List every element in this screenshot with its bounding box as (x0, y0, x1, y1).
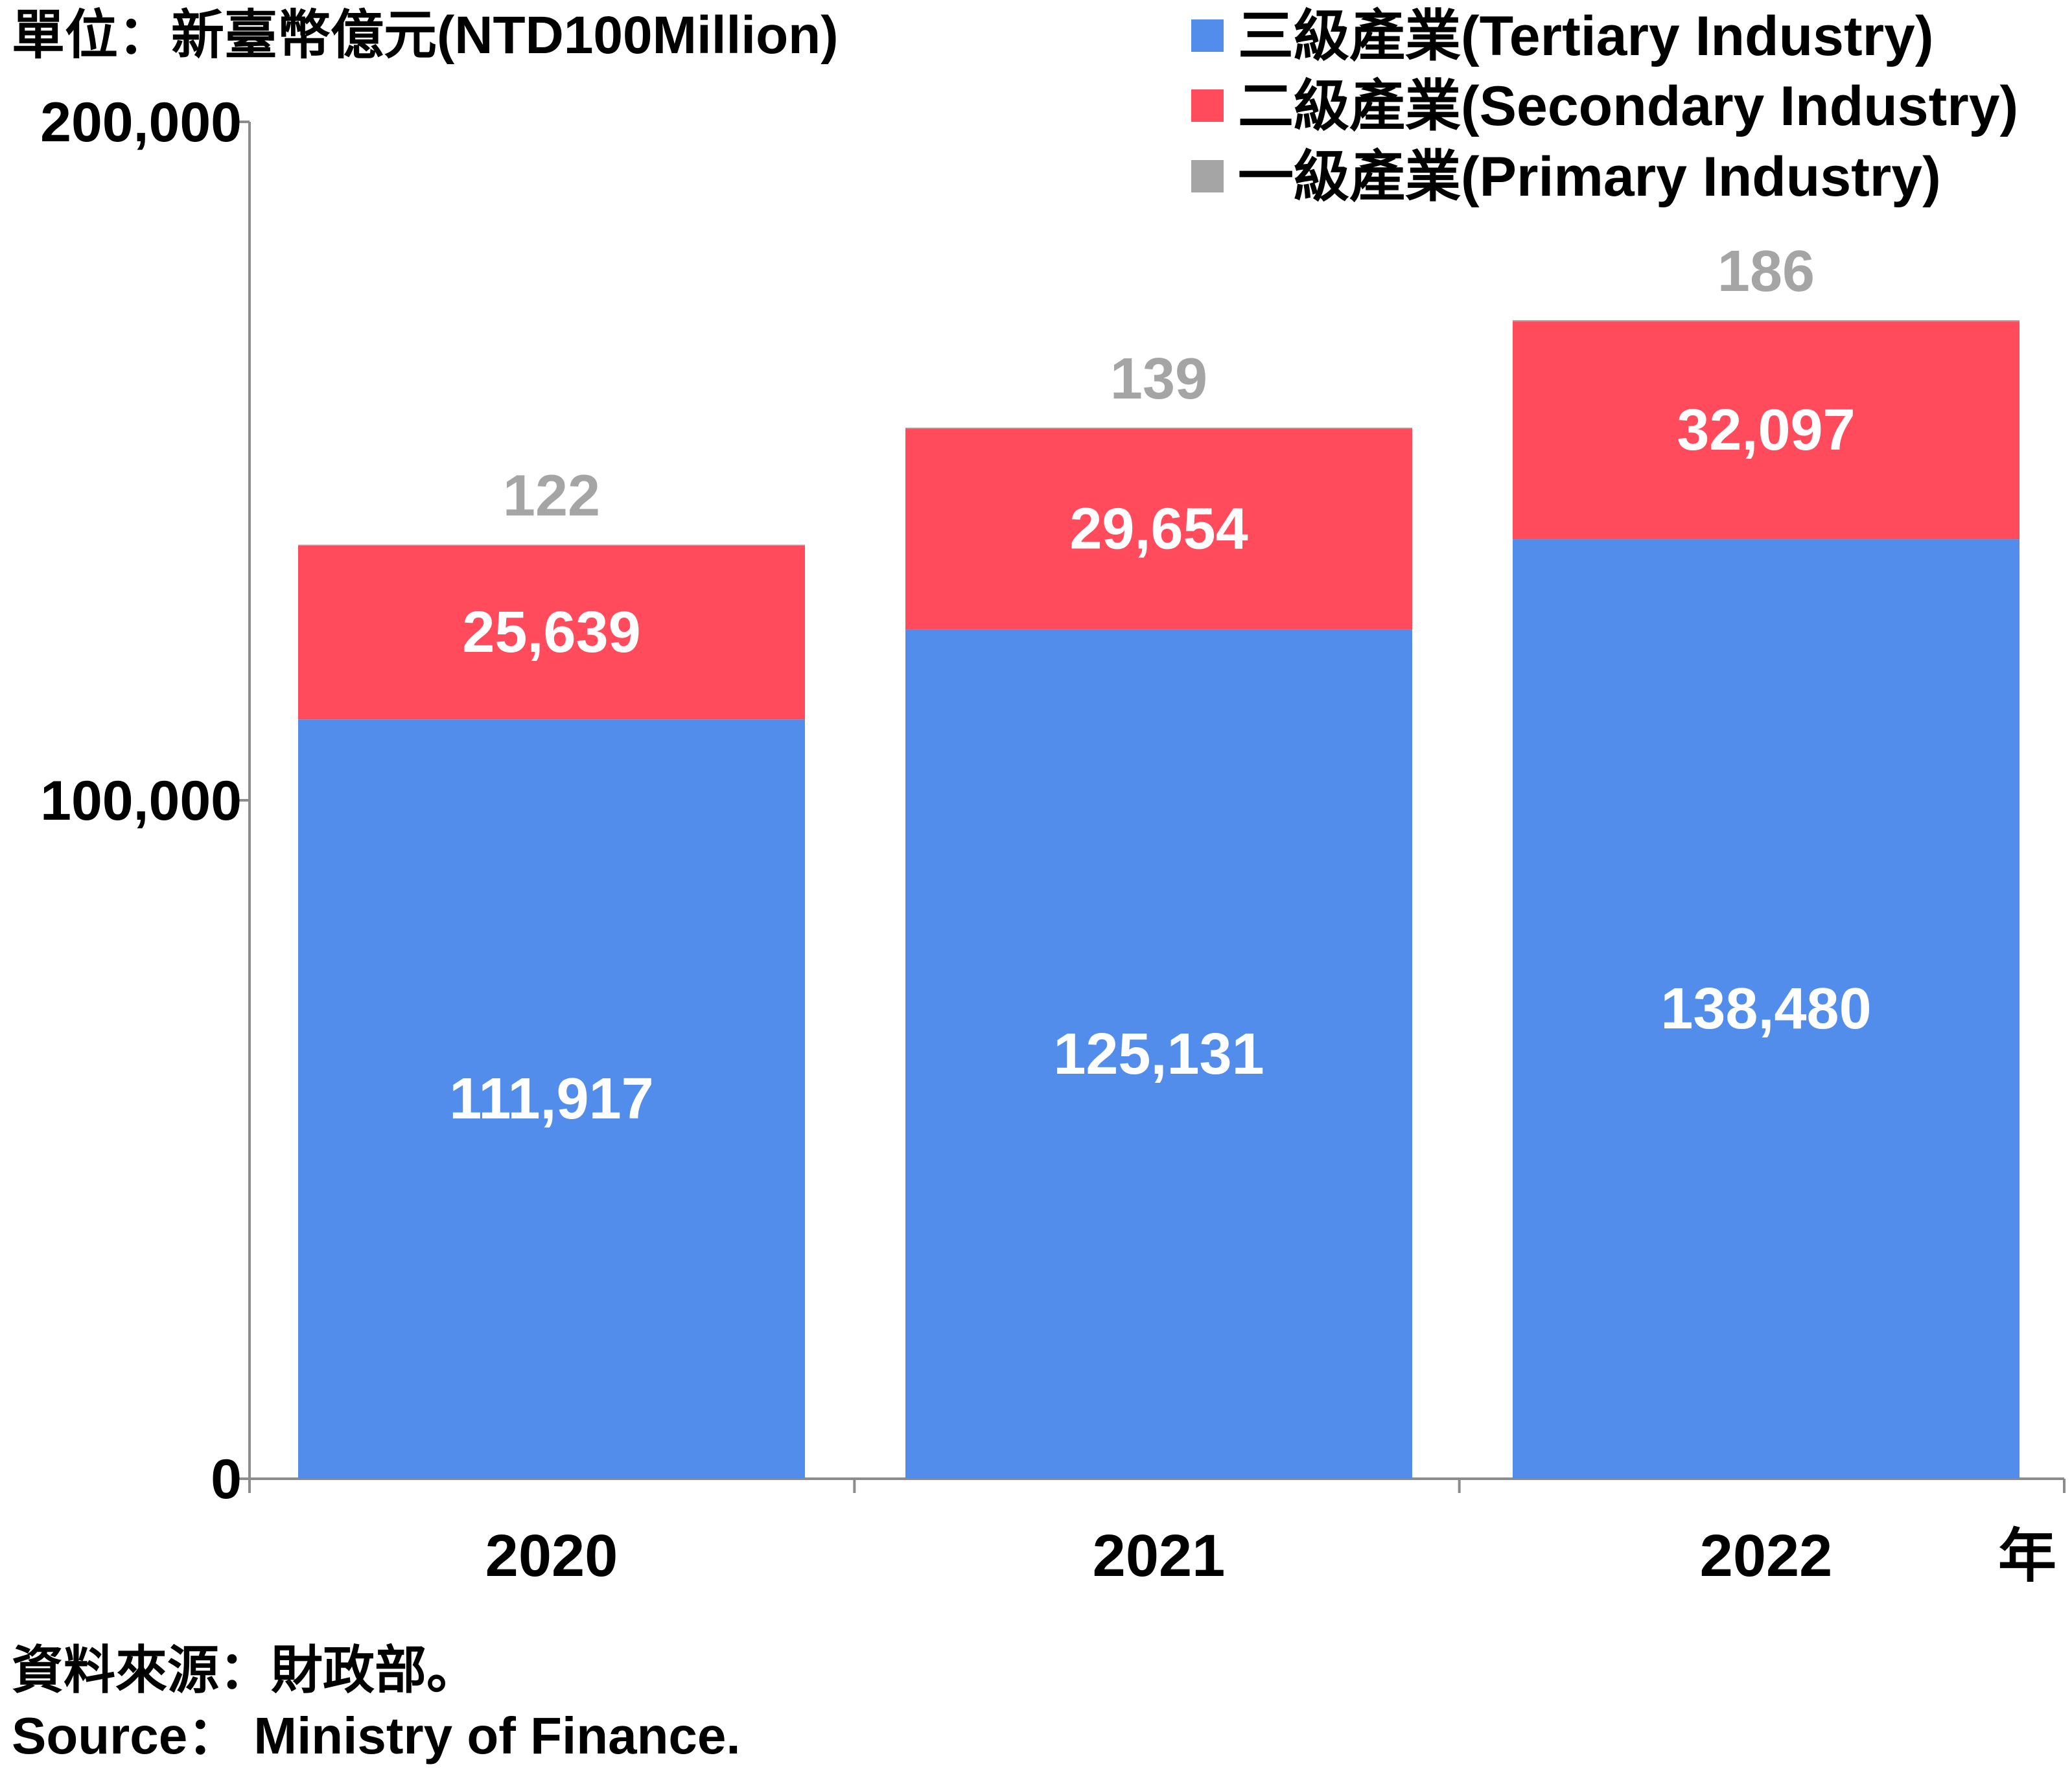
x-tick-label-2020: 2020 (485, 1523, 618, 1589)
source-zh: 資料來源：財政部。 (12, 1641, 478, 1699)
data-label-tertiary-2020: 111,917 (449, 1067, 653, 1131)
data-label-primary-2021: 139 (1110, 347, 1207, 411)
bar-tertiary-2021 (905, 629, 1412, 1479)
y-tick-label: 200,000 (40, 91, 242, 154)
bar-tertiary-2022 (1513, 539, 2020, 1479)
legend-swatch-tertiary (1191, 19, 1224, 52)
data-label-tertiary-2021: 125,131 (1053, 1022, 1264, 1087)
x-tick-label-2022: 2022 (1700, 1523, 1833, 1589)
bar-secondary-2021 (905, 428, 1412, 630)
legend-label-primary: 一級產業(Primary Industry) (1238, 146, 1941, 208)
bar-primary-2022 (1513, 320, 2020, 322)
y-tick-label: 100,000 (40, 770, 242, 832)
legend-swatch-secondary (1191, 89, 1224, 122)
bar-secondary-2020 (298, 545, 805, 720)
bar-primary-2020 (298, 544, 805, 546)
legend: 三級產業(Tertiary Industry) 二級產業(Secondary In… (1191, 5, 2018, 208)
bar-secondary-2022 (1513, 321, 2020, 540)
source-en: Source： Ministry of Finance. (12, 1707, 741, 1765)
plot-area: 0 100,000 200,000 111,917 25,639 122 2020 125,1… (40, 91, 2066, 1589)
data-label-primary-2020: 122 (503, 464, 600, 529)
data-label-tertiary-2022: 138,480 (1660, 977, 1871, 1041)
legend-label-secondary: 二級產業(Secondary Industry) (1238, 75, 2018, 137)
bar-tertiary-2020 (298, 719, 805, 1479)
legend-swatch-primary (1191, 160, 1224, 192)
data-label-primary-2022: 186 (1717, 239, 1815, 304)
y-tick-label: 0 (211, 1448, 242, 1511)
x-tick-label-2021: 2021 (1093, 1523, 1226, 1589)
data-label-secondary-2022: 32,097 (1677, 398, 1855, 463)
legend-label-tertiary: 三級產業(Tertiary Industry) (1238, 5, 1934, 67)
data-label-secondary-2021: 29,654 (1069, 497, 1248, 562)
x-unit-label: 年 (1998, 1524, 2056, 1589)
data-label-secondary-2020: 25,639 (462, 600, 640, 665)
unit-label: 單位：新臺幣億元(NTD100Million) (12, 6, 839, 65)
